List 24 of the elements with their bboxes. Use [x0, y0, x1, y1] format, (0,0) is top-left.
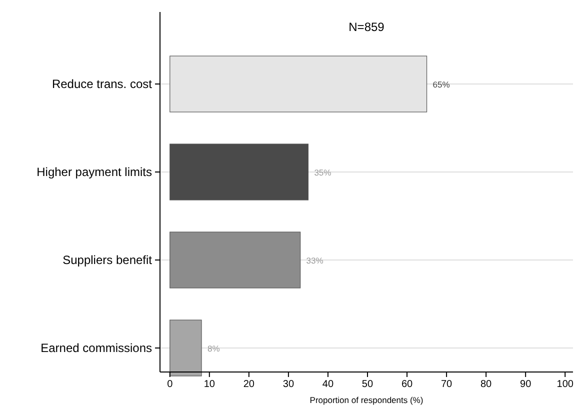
- x-tick-label: 50: [362, 379, 374, 390]
- text: N=859: [348, 20, 385, 34]
- data-label: 8%: [208, 344, 220, 354]
- x-tick-label: 20: [243, 379, 255, 390]
- x-tick-label: 70: [440, 379, 453, 390]
- x-tick-label: 30: [282, 379, 294, 390]
- x-tick-label: 40: [322, 379, 334, 390]
- data-label: 65%: [432, 80, 450, 90]
- x-tick-label: 10: [204, 379, 216, 390]
- x-tick-label: 80: [480, 379, 492, 390]
- bar: [170, 232, 301, 288]
- data-label: 33%: [306, 256, 324, 266]
- x-tick-label: 100: [556, 379, 574, 390]
- y-tick-label: Earned commissions: [40, 340, 152, 355]
- bar: [170, 320, 202, 376]
- bar: [170, 144, 309, 200]
- data-label: 35%: [314, 168, 332, 178]
- y-tick-label: Higher payment limits: [36, 164, 152, 179]
- y-tick-label: Suppliers benefit: [62, 252, 153, 267]
- x-axis-title: Proportion of respondents (%): [310, 395, 424, 405]
- x-tick-label: 60: [401, 379, 414, 390]
- x-tick-label: 90: [520, 379, 532, 390]
- x-tick-label: 0: [167, 379, 174, 390]
- y-tick-label: Reduce trans. cost: [52, 76, 153, 91]
